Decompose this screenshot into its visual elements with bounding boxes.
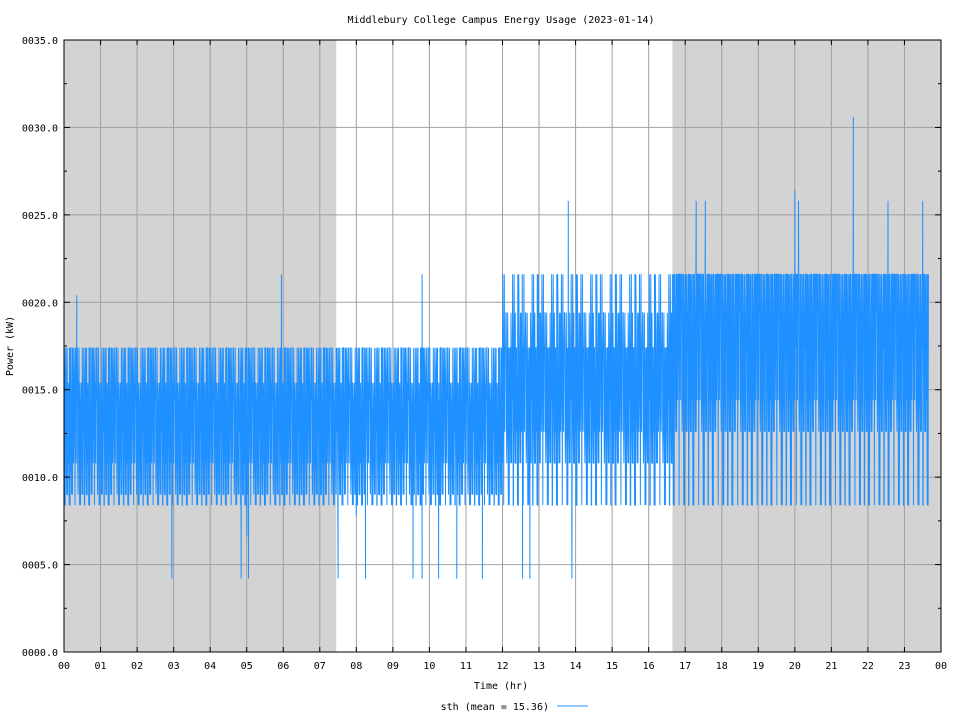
legend-label: sth (mean = 15.36) — [441, 702, 549, 713]
axis-ticks — [63, 39, 942, 653]
x-tick-label: 01 — [95, 661, 107, 672]
x-tick-label: 05 — [241, 661, 253, 672]
x-axis-label: Time (hr) — [474, 681, 528, 692]
x-tick-labels: 00 01 02 03 04 05 06 07 08 09 10 11 12 13 14 15 16 17 18 19… — [58, 661, 947, 672]
y-tick-label: 0005.0 — [22, 561, 58, 572]
x-tick-label: 00 — [935, 661, 947, 672]
x-tick-label: 13 — [533, 661, 545, 672]
y-tick-labels: 0000.0 0005.0 0010.0 0015.0 0020.0 0025.0 0030… — [22, 36, 58, 659]
x-tick-label: 12 — [496, 661, 508, 672]
x-tick-label: 03 — [168, 661, 180, 672]
x-tick-label: 19 — [752, 661, 764, 672]
y-tick-label: 0010.0 — [22, 473, 58, 484]
x-tick-label: 23 — [898, 661, 910, 672]
series-line — [63, 116, 929, 579]
shaded-period-0 — [64, 40, 337, 652]
x-tick-label: 10 — [423, 661, 435, 672]
legend: sth (mean = 15.36) — [441, 702, 588, 713]
x-tick-label: 22 — [862, 661, 874, 672]
x-tick-label: 14 — [570, 661, 582, 672]
x-tick-label: 20 — [789, 661, 801, 672]
x-tick-label: 16 — [643, 661, 655, 672]
x-tick-label: 09 — [387, 661, 399, 672]
x-tick-label: 18 — [716, 661, 728, 672]
x-tick-label: 17 — [679, 661, 691, 672]
chart-title: Middlebury College Campus Energy Usage (… — [347, 15, 654, 26]
series-sth — [63, 116, 929, 579]
x-tick-label: 02 — [131, 661, 143, 672]
x-tick-label: 06 — [277, 661, 289, 672]
x-tick-label: 08 — [350, 661, 362, 672]
x-tick-label: 11 — [460, 661, 472, 672]
y-tick-label: 0035.0 — [22, 36, 58, 47]
y-axis-label: Power (kW) — [5, 316, 16, 376]
y-tick-label: 0030.0 — [22, 123, 58, 134]
x-tick-label: 07 — [314, 661, 326, 672]
y-tick-label: 0020.0 — [22, 298, 58, 309]
x-tick-label: 04 — [204, 661, 216, 672]
y-tick-label: 0000.0 — [22, 648, 58, 659]
y-tick-label: 0015.0 — [22, 386, 58, 397]
x-tick-label: 00 — [58, 661, 70, 672]
y-tick-label: 0025.0 — [22, 211, 58, 222]
x-tick-label: 21 — [825, 661, 837, 672]
x-tick-label: 15 — [606, 661, 618, 672]
